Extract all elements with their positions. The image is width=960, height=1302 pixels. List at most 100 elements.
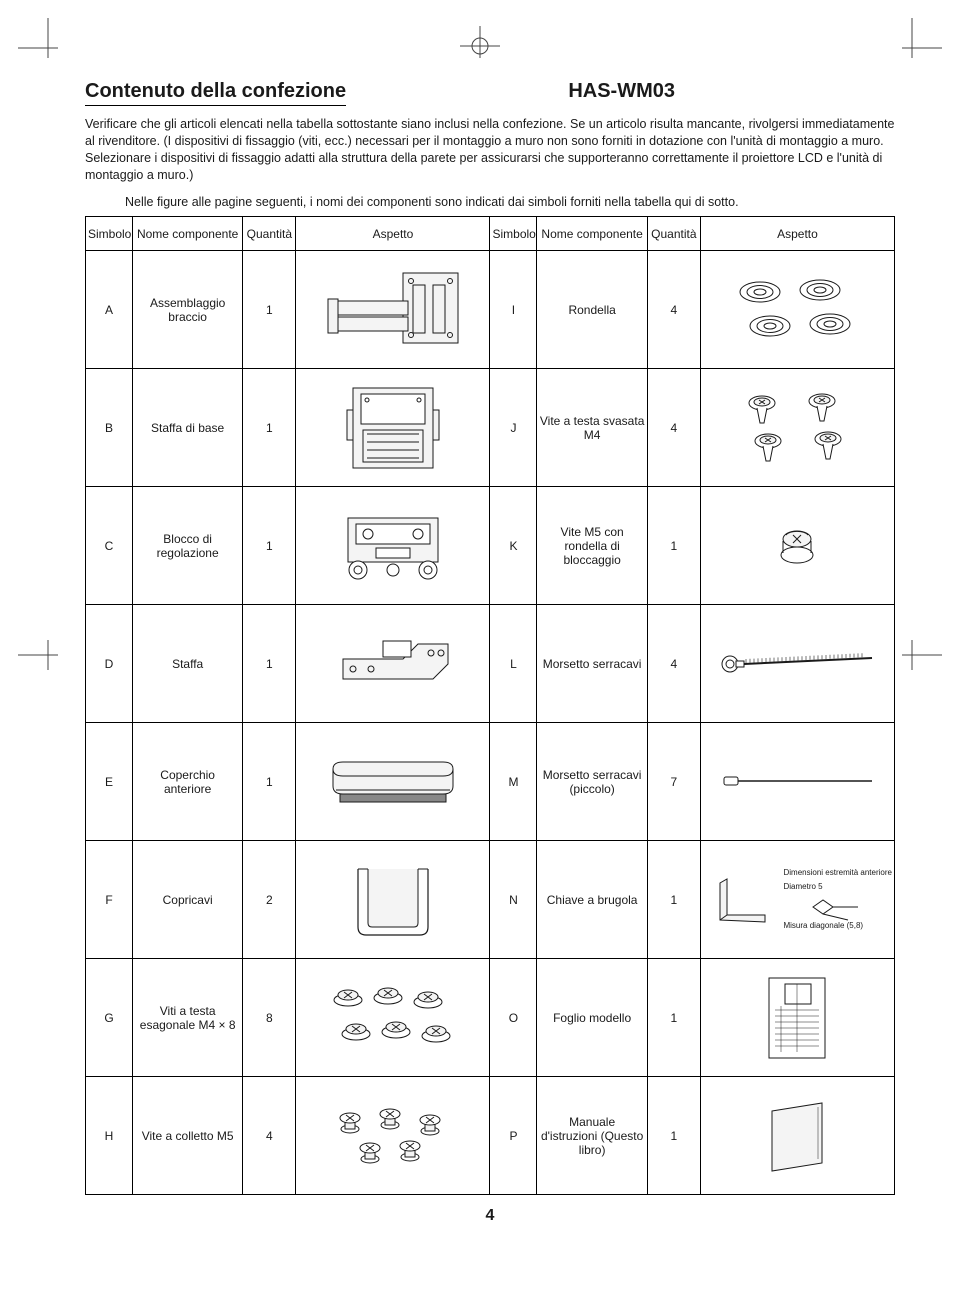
cell-qty: 2	[243, 841, 296, 959]
table-row: HVite a colletto M54 PManual	[86, 1077, 895, 1195]
th-symbol-l: Simbolo	[86, 217, 133, 251]
part-illustration	[328, 506, 458, 586]
cell-name: Chiave a brugola	[537, 841, 647, 959]
cell-qty: 1	[647, 1077, 700, 1195]
note-paragraph: Nelle figure alle pagine seguenti, i nom…	[125, 194, 895, 211]
th-name-l: Nome componente	[132, 217, 242, 251]
part-illustration	[318, 978, 468, 1058]
cell-name: Viti a testa esagonale M4 × 8	[132, 959, 242, 1077]
cell-qty: 8	[243, 959, 296, 1077]
th-aspect-l: Aspetto	[296, 217, 490, 251]
cell-symbol: D	[86, 605, 133, 723]
cell-qty: 1	[243, 605, 296, 723]
cell-symbol: K	[490, 487, 537, 605]
part-illustration	[323, 629, 463, 699]
header-row: Contenuto della confezione HAS-WM03	[85, 80, 895, 106]
cell-symbol: M	[490, 723, 537, 841]
part-illustration	[318, 265, 468, 355]
table-row: DStaffa1 LMorsetto serracavi4	[86, 605, 895, 723]
part-illustration	[803, 892, 873, 922]
cell-aspect	[296, 369, 490, 487]
cell-name: Copricavi	[132, 841, 242, 959]
manual-page: Contenuto della confezione HAS-WM03 Veri…	[0, 0, 960, 1255]
part-illustration	[757, 970, 837, 1065]
cell-qty: 1	[243, 251, 296, 369]
intro-paragraph: Verificare che gli articoli elencati nel…	[85, 116, 895, 184]
cell-name: Rondella	[537, 251, 647, 369]
part-illustration	[333, 380, 453, 475]
cell-qty: 1	[243, 723, 296, 841]
cell-name: Blocco di regolazione	[132, 487, 242, 605]
cell-name: Foglio modello	[537, 959, 647, 1077]
th-symbol-r: Simbolo	[490, 217, 537, 251]
cell-qty: 4	[647, 251, 700, 369]
table-row: FCopricavi2 NChiave a brugola1 Dimension…	[86, 841, 895, 959]
cell-symbol: H	[86, 1077, 133, 1195]
cell-name: Coperchio anteriore	[132, 723, 242, 841]
cell-qty: 1	[647, 487, 700, 605]
cell-name: Assemblaggio braccio	[132, 251, 242, 369]
cell-qty: 7	[647, 723, 700, 841]
cell-qty: 1	[647, 959, 700, 1077]
cell-symbol: A	[86, 251, 133, 369]
cell-aspect	[296, 723, 490, 841]
cell-symbol: C	[86, 487, 133, 605]
cell-aspect	[296, 605, 490, 723]
cell-name: Morsetto serracavi	[537, 605, 647, 723]
cell-aspect	[700, 723, 894, 841]
cell-aspect	[700, 369, 894, 487]
th-aspect-r: Aspetto	[700, 217, 894, 251]
part-illustration	[722, 270, 872, 350]
part-illustration	[722, 385, 872, 470]
cell-symbol: P	[490, 1077, 537, 1195]
cell-aspect	[296, 841, 490, 959]
page-number: 4	[85, 1207, 895, 1225]
table-row: BStaffa di base1 JVite a testa svasata M…	[86, 369, 895, 487]
part-illustration	[338, 857, 448, 942]
cell-symbol: G	[86, 959, 133, 1077]
table-row: GViti a testa esagonale M4 × 88 OFogl	[86, 959, 895, 1077]
cell-name: Staffa	[132, 605, 242, 723]
cell-name: Vite a colletto M5	[132, 1077, 242, 1195]
th-qty-r: Quantità	[647, 217, 700, 251]
table-row: CBlocco di regolazione1 KVite M5 con ron…	[86, 487, 895, 605]
cell-aspect	[700, 251, 894, 369]
table-row: AAssemblaggio braccio1 IRondella4	[86, 251, 895, 369]
cell-aspect	[700, 1077, 894, 1195]
part-illustration	[752, 511, 842, 581]
th-name-r: Nome componente	[537, 217, 647, 251]
cell-qty: 1	[647, 841, 700, 959]
cell-aspect	[296, 487, 490, 605]
cell-qty: 4	[647, 605, 700, 723]
cell-aspect	[700, 605, 894, 723]
cell-aspect	[700, 959, 894, 1077]
cell-symbol: J	[490, 369, 537, 487]
cell-symbol: E	[86, 723, 133, 841]
th-qty-l: Quantità	[243, 217, 296, 251]
cell-aspect	[296, 1077, 490, 1195]
cell-symbol: O	[490, 959, 537, 1077]
part-illustration	[318, 754, 468, 809]
cell-symbol: F	[86, 841, 133, 959]
cell-name: Staffa di base	[132, 369, 242, 487]
cell-aspect	[296, 959, 490, 1077]
cell-symbol: I	[490, 251, 537, 369]
part-illustration	[712, 767, 882, 797]
cell-name: Manuale d'istruzioni (Questo libro)	[537, 1077, 647, 1195]
parts-table: Simbolo Nome componente Quantità Aspetto…	[85, 216, 895, 1195]
table-header-row: Simbolo Nome componente Quantità Aspetto…	[86, 217, 895, 251]
cell-qty: 1	[243, 487, 296, 605]
cell-symbol: L	[490, 605, 537, 723]
cell-qty: 4	[647, 369, 700, 487]
table-row: ECoperchio anteriore1 MMorsetto serracav…	[86, 723, 895, 841]
cell-aspect: Dimensioni estremità anteriore Diametro …	[700, 841, 894, 959]
part-illustration	[705, 865, 775, 935]
model-number: HAS-WM03	[568, 80, 675, 103]
cell-aspect	[700, 487, 894, 605]
cell-symbol: N	[490, 841, 537, 959]
cell-name: Vite a testa svasata M4	[537, 369, 647, 487]
cell-qty: 4	[243, 1077, 296, 1195]
cell-name: Vite M5 con rondella di bloccaggio	[537, 487, 647, 605]
cell-name: Morsetto serracavi (piccolo)	[537, 723, 647, 841]
part-illustration	[752, 1093, 842, 1178]
